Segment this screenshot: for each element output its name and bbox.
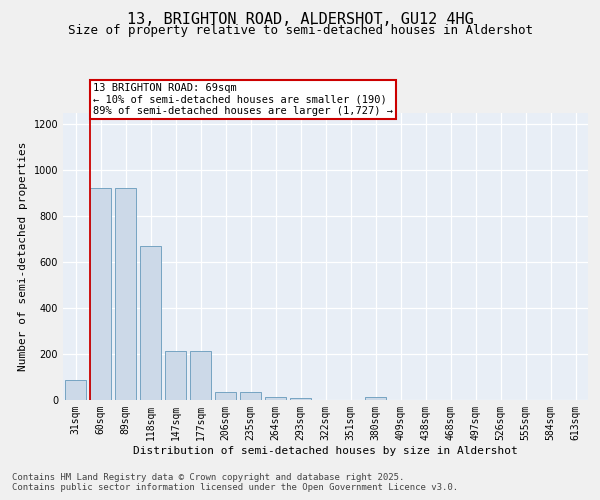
Text: Size of property relative to semi-detached houses in Aldershot: Size of property relative to semi-detach… [67, 24, 533, 37]
Text: 13, BRIGHTON ROAD, ALDERSHOT, GU12 4HG: 13, BRIGHTON ROAD, ALDERSHOT, GU12 4HG [127, 12, 473, 28]
Bar [190, 350, 211, 400]
Bar [65, 380, 86, 400]
Bar [365, 396, 386, 400]
Bar [290, 398, 311, 400]
Bar [215, 392, 236, 400]
Bar [140, 246, 161, 400]
Y-axis label: Number of semi-detached properties: Number of semi-detached properties [18, 142, 28, 371]
Text: Contains HM Land Registry data © Crown copyright and database right 2025.
Contai: Contains HM Land Registry data © Crown c… [12, 472, 458, 492]
Bar [240, 392, 261, 400]
X-axis label: Distribution of semi-detached houses by size in Aldershot: Distribution of semi-detached houses by … [133, 446, 518, 456]
Text: 13 BRIGHTON ROAD: 69sqm
← 10% of semi-detached houses are smaller (190)
89% of s: 13 BRIGHTON ROAD: 69sqm ← 10% of semi-de… [93, 83, 393, 116]
Bar [165, 350, 186, 400]
Bar [90, 188, 111, 400]
Bar [115, 188, 136, 400]
Bar [265, 396, 286, 400]
